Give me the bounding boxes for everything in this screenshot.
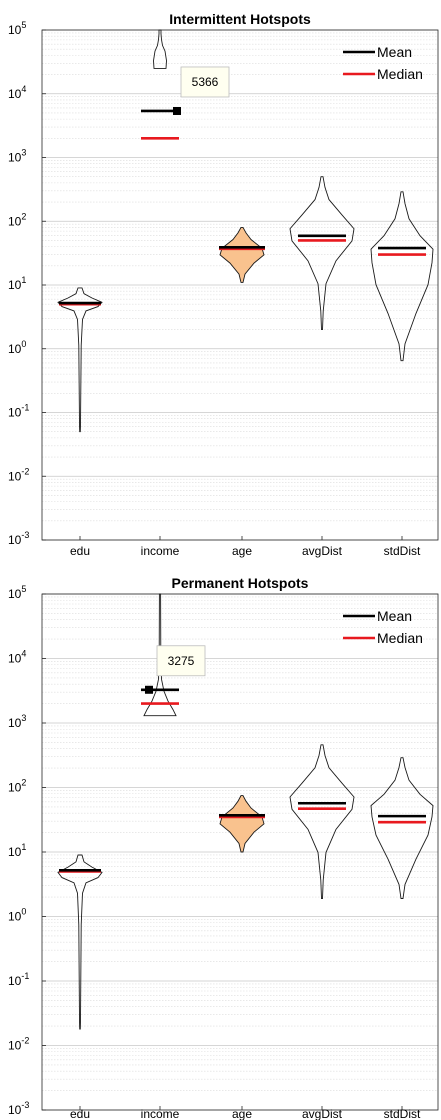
violin-income bbox=[153, 29, 167, 69]
legend-label: Median bbox=[377, 630, 423, 646]
datatip-box bbox=[180, 66, 230, 98]
chart-title: Permanent Hotspots bbox=[172, 575, 309, 591]
datatip-box bbox=[156, 645, 206, 677]
y-tick-label: 104 bbox=[8, 84, 26, 101]
y-tick-label: 105 bbox=[8, 20, 26, 37]
violin-edu bbox=[57, 287, 103, 433]
violin-edu bbox=[57, 854, 103, 1030]
legend-label: Mean bbox=[377, 608, 412, 624]
violin-stdDist bbox=[370, 757, 434, 899]
y-tick-label: 104 bbox=[8, 649, 26, 666]
x-tick-label: avgDist bbox=[302, 544, 343, 558]
violin-income bbox=[143, 593, 177, 717]
datatip-marker bbox=[173, 106, 181, 115]
y-tick-label: 10-3 bbox=[8, 530, 29, 547]
y-tick-label: 102 bbox=[8, 211, 26, 228]
y-tick-label: 101 bbox=[8, 275, 26, 292]
x-tick-label: stdDist bbox=[384, 544, 421, 558]
chart-panel: Permanent Hotspots 105 104 103 102 101 100 10-1… bbox=[8, 575, 439, 1120]
y-tick-label: 101 bbox=[8, 842, 26, 859]
x-tick-label: stdDist bbox=[384, 1107, 421, 1120]
y-tick-label: 10-2 bbox=[8, 1036, 29, 1053]
x-tick-label: edu bbox=[70, 544, 90, 558]
y-tick-label: 10-1 bbox=[8, 403, 29, 420]
datatip-label: 5366 bbox=[192, 75, 219, 89]
x-tick-label: edu bbox=[70, 1107, 90, 1120]
y-tick-label: 100 bbox=[8, 339, 26, 356]
violin-age bbox=[219, 795, 265, 853]
x-tick-label: age bbox=[232, 1107, 252, 1120]
violin-stdDist bbox=[370, 191, 434, 362]
y-tick-label: 10-2 bbox=[8, 466, 29, 483]
violin-avgDist bbox=[289, 744, 355, 899]
legend-label: Mean bbox=[377, 44, 412, 60]
y-tick-label: 105 bbox=[8, 584, 26, 601]
violin-avgDist bbox=[289, 176, 355, 331]
legend-label: Median bbox=[377, 66, 423, 82]
x-tick-label: income bbox=[141, 1107, 180, 1120]
datatip-label: 3275 bbox=[168, 654, 195, 668]
chart-panel: Intermittent Hotspots 105 104 103 102 101 100 1… bbox=[8, 11, 439, 558]
y-tick-label: 10-1 bbox=[8, 971, 29, 988]
chart-title: Intermittent Hotspots bbox=[169, 11, 311, 27]
x-tick-label: age bbox=[232, 544, 252, 558]
y-tick-label: 103 bbox=[8, 713, 26, 730]
datatip-marker bbox=[145, 685, 153, 694]
x-tick-label: income bbox=[141, 544, 180, 558]
y-tick-label: 100 bbox=[8, 907, 26, 924]
y-tick-label: 103 bbox=[8, 148, 26, 165]
violin-age bbox=[219, 226, 265, 283]
y-tick-label: 102 bbox=[8, 778, 26, 795]
y-tick-label: 10-3 bbox=[8, 1100, 29, 1117]
x-tick-label: avgDist bbox=[302, 1107, 343, 1120]
